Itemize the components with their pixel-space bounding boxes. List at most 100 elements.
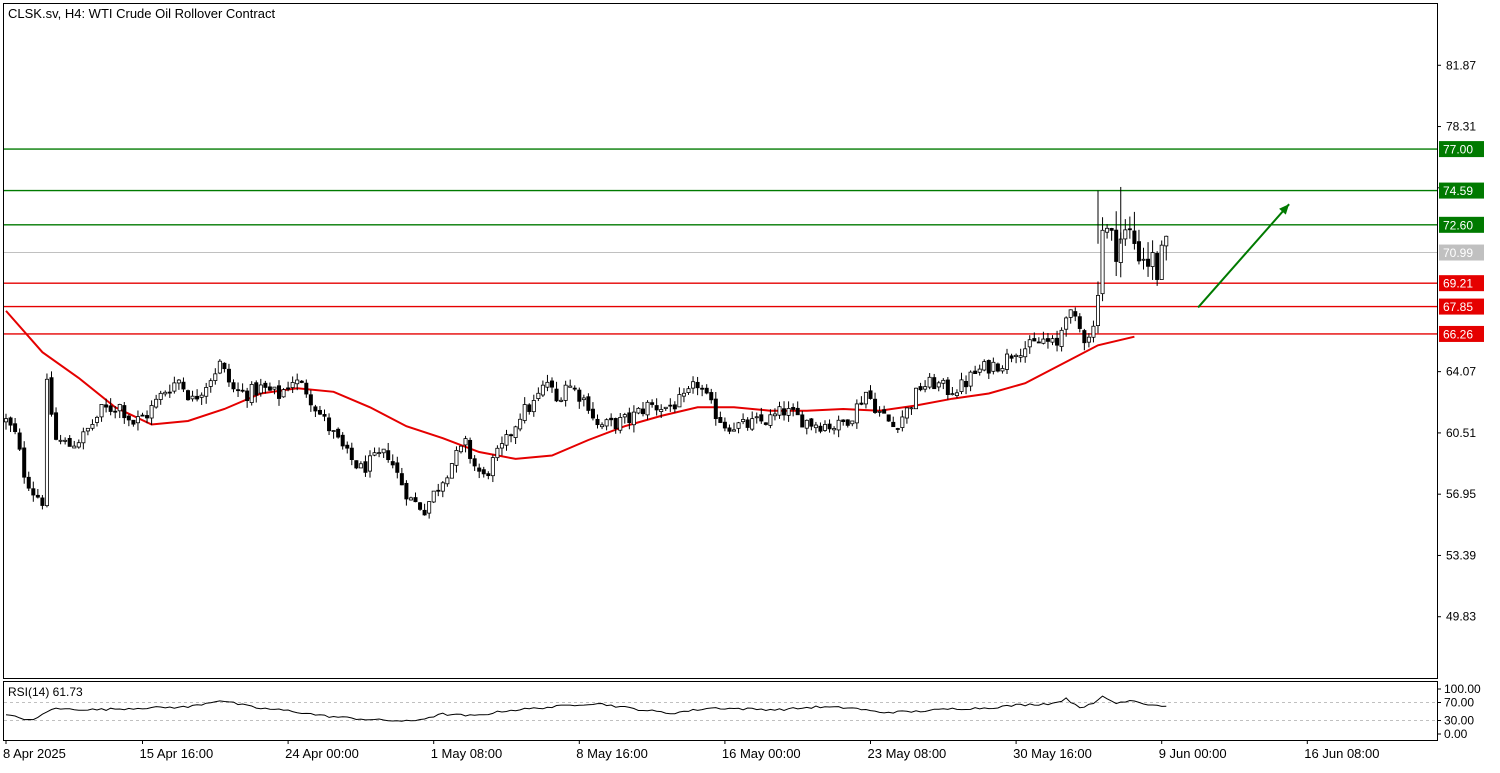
candle-body [932, 377, 937, 390]
candle-body [176, 379, 181, 384]
candle-body [891, 421, 896, 428]
candle-body [31, 488, 36, 496]
candle-body [732, 429, 737, 432]
candle-body [1091, 325, 1096, 338]
candle-body [145, 415, 150, 419]
candle-body [1146, 258, 1151, 267]
price-tick-label: 78.31 [1446, 120, 1476, 134]
candle-body [190, 395, 195, 400]
candle-body [1014, 354, 1019, 358]
candle-body [904, 407, 909, 419]
candle-body [818, 425, 823, 432]
candle-body [854, 403, 859, 424]
candle-body [977, 368, 982, 373]
candle-body [986, 360, 991, 374]
candle-body [704, 387, 709, 394]
candle-body [772, 413, 777, 417]
candle-body [959, 379, 964, 392]
candle-body [1023, 348, 1028, 358]
candle-body [408, 497, 413, 501]
main-pane-frame [3, 3, 1438, 679]
candle-body [531, 400, 536, 413]
candle-body [249, 384, 254, 403]
candle-body [868, 390, 873, 399]
arrow-shaft [1197, 203, 1290, 309]
candle-body [559, 399, 564, 402]
level-label-bg [1439, 141, 1484, 158]
candles [4, 186, 1169, 519]
price-tick-label: 49.83 [1446, 610, 1476, 624]
candle-body [1155, 253, 1160, 280]
candle-body [1059, 329, 1064, 347]
candle-body [140, 414, 145, 417]
candle-body [1073, 311, 1078, 317]
candle-body [763, 422, 768, 425]
candle-body [458, 445, 463, 453]
candle-body [104, 404, 109, 408]
candle-body [900, 416, 905, 428]
candle-body [522, 404, 527, 421]
moving-average [5, 310, 1135, 460]
candle-body [481, 469, 486, 475]
candle-body [513, 426, 518, 438]
candle-body [286, 387, 291, 390]
candle-body [590, 408, 595, 419]
candle-body [886, 414, 891, 422]
candle-body [1109, 228, 1114, 231]
candle-body [964, 380, 969, 388]
candle-body [668, 404, 673, 407]
candle-body [1136, 241, 1141, 262]
candle-body [536, 392, 541, 400]
candle-body [204, 387, 209, 397]
candle-body [17, 432, 22, 450]
candle-body [58, 439, 63, 442]
candle-body [800, 414, 805, 428]
candle-body [859, 402, 864, 405]
candle-body [213, 373, 218, 381]
rsi-series [5, 695, 1167, 722]
rsi-tick-label: 30.00 [1444, 714, 1474, 728]
candle-body [722, 421, 727, 429]
candle-body [445, 477, 450, 485]
candle-body [1141, 258, 1146, 261]
time-tick-label: 1 May 08:00 [431, 746, 503, 761]
candle-body [995, 363, 1000, 372]
candle-body [122, 405, 127, 419]
time-tick-label: 16 May 00:00 [722, 746, 801, 761]
candle-body [1032, 338, 1037, 342]
candle-body [349, 447, 354, 461]
chart-title: CLSK.sv, H4: WTI Crude Oil Rollover Cont… [8, 6, 275, 21]
candle-body [672, 404, 677, 410]
candle-body [208, 380, 213, 387]
price-tick-label: 53.39 [1446, 548, 1476, 562]
candle-body [691, 381, 696, 389]
candle-body [914, 387, 919, 410]
candle-body [518, 418, 523, 430]
candle-body [76, 442, 81, 448]
candle-body [759, 414, 764, 422]
candle-body [645, 401, 650, 416]
candle-body [827, 423, 832, 430]
candle-body [126, 415, 131, 421]
candle-body [654, 405, 659, 411]
candle-body [577, 389, 582, 402]
candle-body [636, 407, 641, 414]
candle-body [181, 381, 186, 390]
price-tick-label: 64.07 [1446, 365, 1476, 379]
level-labels: 77.00 74.59 72.60 69.21 67.85 66.26 70.99 [1439, 141, 1484, 342]
candle-body [131, 419, 136, 425]
candle-body [627, 412, 632, 424]
candle-body [504, 434, 509, 446]
candle-body [372, 452, 377, 456]
candle-body [563, 384, 568, 401]
candle-body [586, 396, 591, 411]
candle-body [968, 371, 973, 387]
candle-body [1114, 229, 1119, 262]
candle-body [495, 447, 500, 459]
candle-body [727, 427, 732, 432]
candle-body [686, 388, 691, 393]
candle-body [1100, 229, 1105, 295]
candle-body [1009, 355, 1014, 359]
candle-body [927, 376, 932, 388]
